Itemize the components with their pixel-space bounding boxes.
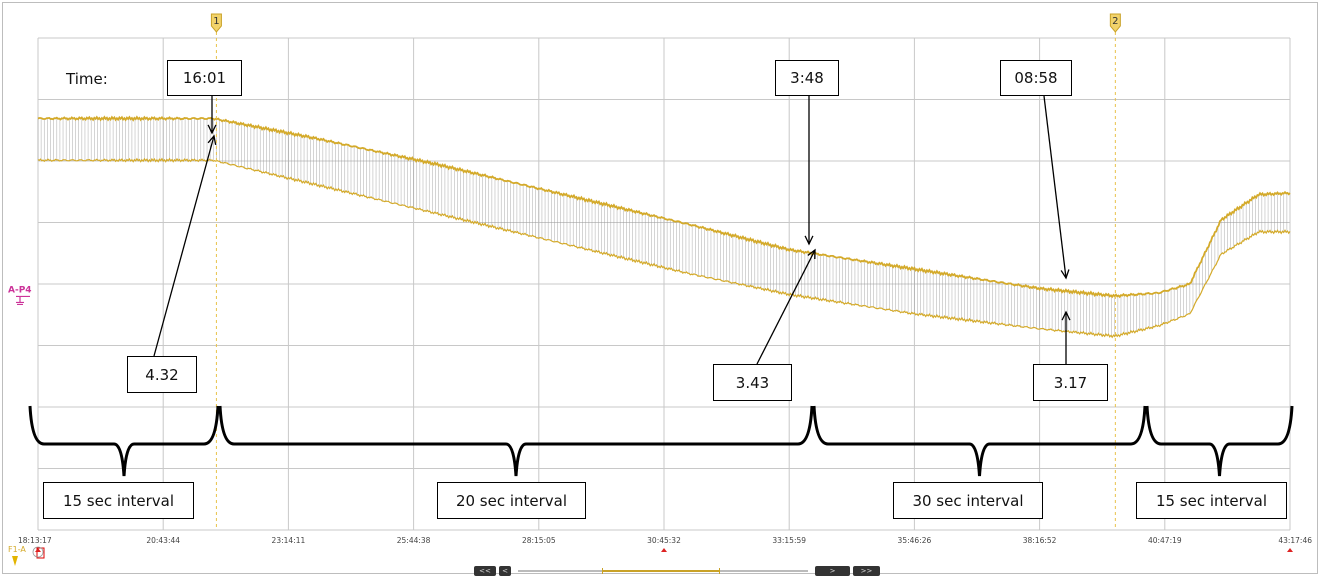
interval-braces [28, 405, 1294, 477]
interval-label-1: 15 sec interval [43, 482, 194, 519]
channel-label: A-P4 [8, 285, 32, 295]
annotation-arrowhead [207, 134, 217, 145]
trace-line-1 [37, 115, 1291, 299]
nav-prev-button[interactable]: < [499, 566, 511, 576]
x-tick-label: 35:46:26 [898, 536, 932, 545]
time-callout-3: 08:58 [1000, 60, 1072, 96]
interval-brace [812, 405, 1147, 477]
x-axis-ticks: 18:13:17 20:43:44 23:14:11 25:44:38 28:15:05… [18, 536, 1312, 545]
value-callout-2: 3.43 [713, 364, 792, 401]
annotation-arrow [756, 249, 816, 365]
axis-marker-icon [661, 548, 667, 552]
annotation-arrowhead [207, 124, 217, 135]
cursor-marker-2 [1109, 13, 1121, 33]
axis-marker-icon [1287, 548, 1293, 552]
nav-last-button[interactable]: >> [853, 566, 880, 576]
interval-brace [1145, 405, 1294, 477]
interval-label-2: 20 sec interval [437, 482, 586, 519]
annotation-arrows [153, 95, 1071, 365]
interval-brace [28, 405, 220, 477]
interval-label-4: 15 sec interval [1136, 482, 1287, 519]
trigger-label: F1-A [8, 545, 26, 554]
cursor-marker-1 [210, 13, 222, 33]
cursor-label-1: 1 [213, 16, 219, 27]
time-label: Time: [66, 70, 108, 88]
trace-envelope [37, 118, 1288, 337]
time-callout-1: 16:01 [167, 60, 242, 96]
cursor-label-2: 2 [1112, 16, 1118, 27]
x-tick-label: 38:16:52 [1023, 536, 1057, 545]
x-tick-label: 30:45:32 [647, 536, 681, 545]
axis-markers: A-P4 F1-A [8, 285, 1293, 566]
trace-line-2 [37, 157, 1291, 339]
interval-brace [218, 405, 814, 477]
x-tick-label: 23:14:11 [272, 536, 306, 545]
time-callout-2: 3:48 [775, 60, 839, 96]
value-callout-3: 3.17 [1033, 364, 1108, 401]
axis-marker-icon [35, 548, 41, 552]
value-callout-1: 4.32 [127, 356, 197, 393]
x-tick-label: 28:15:05 [522, 536, 556, 545]
nav-next-button[interactable]: > [815, 566, 850, 576]
x-tick-label: 18:13:17 [18, 536, 52, 545]
x-tick-label: 33:15:59 [772, 536, 806, 545]
annotation-arrowhead [804, 235, 814, 246]
nav-first-button[interactable]: << [474, 566, 496, 576]
annotation-arrowhead [1061, 310, 1071, 321]
trigger-arrow-icon [12, 556, 18, 566]
annotation-arrow [153, 135, 215, 357]
annotation-arrowhead [807, 248, 816, 260]
grid [37, 37, 1291, 531]
annotation-arrow [1043, 95, 1067, 279]
x-tick-label: 43:17:46 [1278, 536, 1312, 545]
annotation-arrowhead [1060, 269, 1070, 280]
origin-marker-icon [32, 546, 44, 558]
x-tick-label: 25:44:38 [397, 536, 431, 545]
interval-label-3: 30 sec interval [893, 482, 1043, 519]
nav-scroll-thumb[interactable] [602, 568, 720, 574]
x-tick-label: 20:43:44 [146, 536, 180, 545]
traces [37, 115, 1291, 339]
ground-icon [16, 295, 30, 306]
x-tick-label: 40:47:19 [1148, 536, 1182, 545]
